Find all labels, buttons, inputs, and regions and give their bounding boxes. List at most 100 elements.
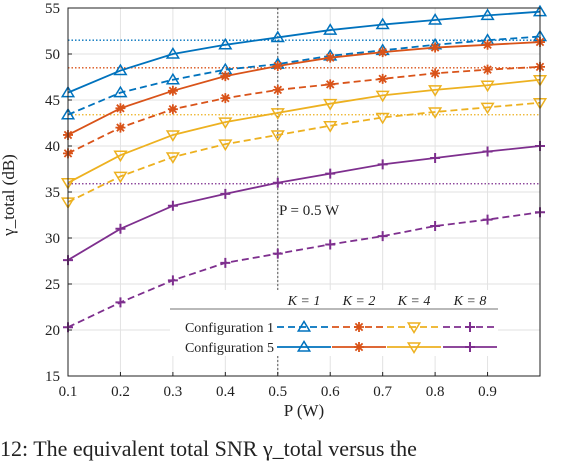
data-point (296, 340, 312, 352)
data-point (325, 168, 336, 179)
data-point (377, 231, 388, 242)
legend-row-label: Configuration 1 (185, 321, 274, 336)
data-point (220, 257, 231, 268)
data-point (480, 102, 495, 115)
data-point (428, 107, 443, 119)
legend-column-label: K = 4 (397, 294, 431, 309)
y-tick-label: 20 (45, 323, 60, 339)
series-configuration-1-k8 (63, 207, 545, 333)
legend: K = 1 K = 2 K = 4 K = 8 Configuration 1 Confi… (170, 290, 498, 356)
series-line (67, 78, 541, 184)
data-point (430, 42, 441, 53)
y-axis-label: γ_total (dB) (0, 154, 18, 237)
data-point (115, 223, 126, 234)
x-tick-label: 0.1 (59, 384, 78, 400)
data-point (270, 130, 285, 142)
x-tick-labels: 0.1 0.2 0.3 0.4 0.5 0.6 0.7 0.8 0.9 (59, 372, 497, 400)
legend-column-label: K = 1 (287, 294, 321, 309)
data-point (354, 322, 364, 332)
data-point (115, 103, 126, 114)
data-point (220, 93, 231, 104)
data-point (272, 84, 283, 95)
data-point (406, 322, 422, 334)
data-point (115, 122, 126, 133)
x-tick-label: 0.3 (164, 384, 183, 400)
x-tick-label: 0.2 (111, 384, 130, 400)
data-point (167, 200, 178, 211)
data-point (482, 214, 493, 225)
data-point (325, 239, 336, 250)
data-point (272, 60, 283, 71)
y-tick-label: 40 (45, 139, 60, 155)
data-point (430, 221, 441, 232)
figure-caption: 12: The equivalent total SNR γ_total ver… (0, 436, 417, 461)
data-point (165, 72, 180, 85)
data-point (218, 139, 233, 152)
data-point (428, 85, 443, 97)
series-configuration-5-k1 (60, 4, 548, 98)
data-point (270, 30, 285, 43)
series-line (67, 41, 541, 136)
series-line (67, 35, 541, 116)
x-tick-label: 0.9 (478, 384, 497, 400)
y-tick-label: 55 (45, 1, 60, 17)
data-point (323, 23, 338, 35)
y-tick-label: 15 (45, 369, 60, 385)
data-point (375, 17, 390, 30)
data-point (377, 159, 388, 170)
data-point (272, 177, 283, 188)
data-point (220, 71, 231, 82)
x-axis-label: P (W) (284, 401, 324, 420)
series-configuration-1-k2 (63, 61, 545, 159)
x-tick-label: 0.8 (426, 384, 445, 400)
data-point (296, 320, 312, 332)
data-point (167, 104, 178, 115)
x-tick-label: 0.5 (268, 384, 287, 400)
annotation-label: P = 0.5 W (279, 203, 340, 219)
legend-background (170, 290, 498, 356)
data-point (165, 47, 180, 59)
data-point (428, 13, 443, 25)
data-point (354, 342, 364, 352)
data-point (113, 63, 128, 76)
legend-column-label: K = 8 (453, 294, 487, 309)
series-group (60, 4, 548, 333)
x-tick-label: 0.7 (373, 384, 392, 400)
data-point (465, 342, 475, 352)
x-tick-label: 0.4 (216, 384, 235, 400)
series-line (67, 145, 541, 261)
y-tick-label: 50 (45, 47, 60, 63)
reference-lines (68, 39, 540, 185)
legend-column-label: K = 2 (342, 294, 376, 309)
data-point (165, 152, 180, 164)
series-line (67, 10, 541, 94)
data-point (377, 73, 388, 84)
data-point (465, 322, 475, 332)
data-point (482, 146, 493, 157)
data-point (272, 248, 283, 259)
data-point (325, 52, 336, 63)
data-point (167, 275, 178, 286)
data-point (167, 85, 178, 96)
data-point (323, 98, 338, 111)
data-point (325, 79, 336, 90)
y-tick-labels: 15 20 25 30 35 40 45 50 55 (45, 1, 72, 385)
y-tick-label: 35 (45, 185, 60, 201)
data-point (430, 152, 441, 163)
data-point (482, 64, 493, 75)
data-point (115, 297, 126, 308)
data-point (323, 121, 338, 133)
data-point (165, 130, 180, 142)
data-point (220, 188, 231, 199)
data-point (218, 37, 233, 50)
data-point (113, 85, 128, 98)
data-point (482, 39, 493, 50)
series-line (67, 211, 541, 329)
x-tick-label: 0.6 (321, 384, 340, 400)
legend-row-label: Configuration 5 (185, 341, 274, 356)
data-point (218, 117, 233, 130)
series-configuration-5-k4 (60, 75, 548, 190)
data-point (480, 8, 495, 21)
y-tick-label: 30 (45, 231, 60, 247)
